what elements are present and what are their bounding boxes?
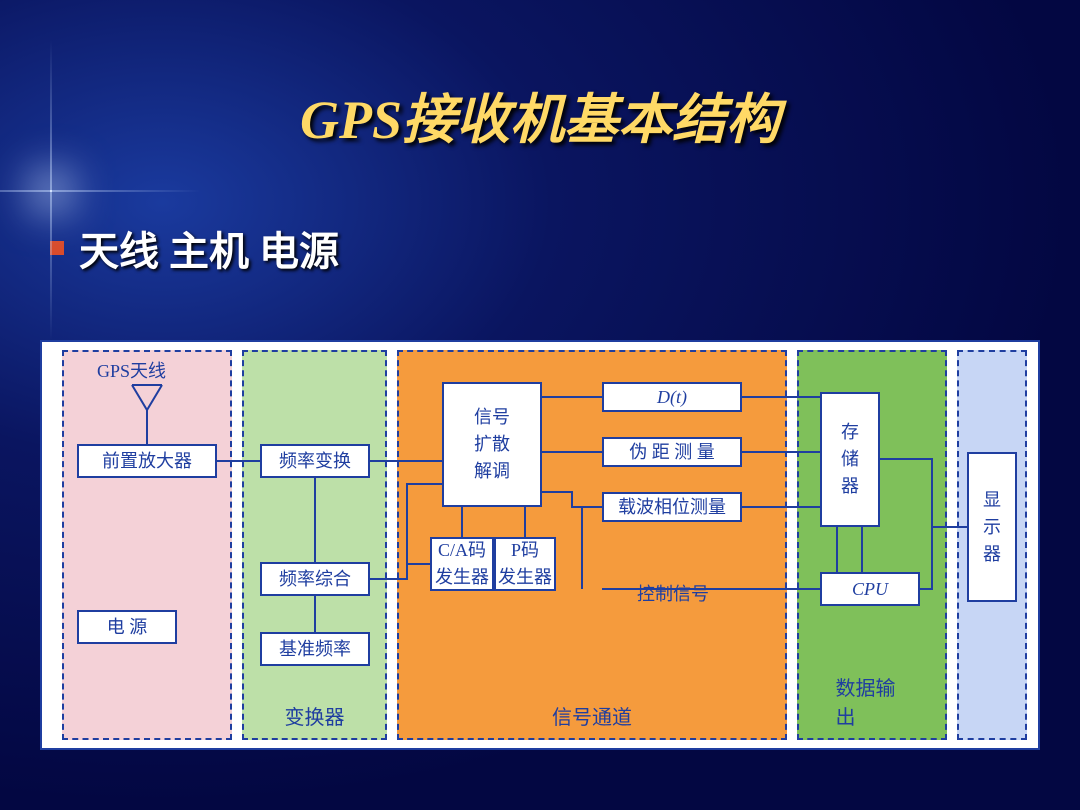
node-ca_gen: C/A码发生器 [430, 537, 494, 591]
node-carrier: 载波相位测量 [602, 492, 742, 522]
node-demod: 信号扩散解调 [442, 382, 542, 507]
section-label: 信号通道 [552, 701, 632, 730]
node-p_gen: P码发生器 [494, 537, 556, 591]
node-pseudo: 伪 距 测 量 [602, 437, 742, 467]
section-label: 数据输出 [836, 672, 909, 730]
node-display: 显示器 [967, 452, 1017, 602]
antenna-icon [127, 380, 167, 420]
block-diagram: 变换器信号通道数据输出 GPS天线控制信号前置放大器电 源频率变换频率综合基准频… [40, 340, 1040, 750]
node-freq_synth: 频率综合 [260, 562, 370, 596]
label-ctrl_signal: 控制信号 [637, 580, 709, 606]
slide-title: GPS接收机基本结构 [0, 0, 1080, 154]
node-cpu: CPU [820, 572, 920, 606]
slide-subtitle: 天线 主机 电源 [79, 219, 339, 277]
bullet-icon [50, 241, 64, 255]
node-ref_freq: 基准频率 [260, 632, 370, 666]
node-preamp: 前置放大器 [77, 444, 217, 478]
node-dt: D(t) [602, 382, 742, 412]
slide-subtitle-row: 天线 主机 电源 [50, 219, 1080, 277]
section-converter_section: 变换器 [242, 350, 387, 740]
lens-flare [50, 190, 52, 192]
section-label: 变换器 [285, 701, 345, 730]
node-power: 电 源 [77, 610, 177, 644]
node-freq_conv: 频率变换 [260, 444, 370, 478]
node-storage: 存储器 [820, 392, 880, 527]
